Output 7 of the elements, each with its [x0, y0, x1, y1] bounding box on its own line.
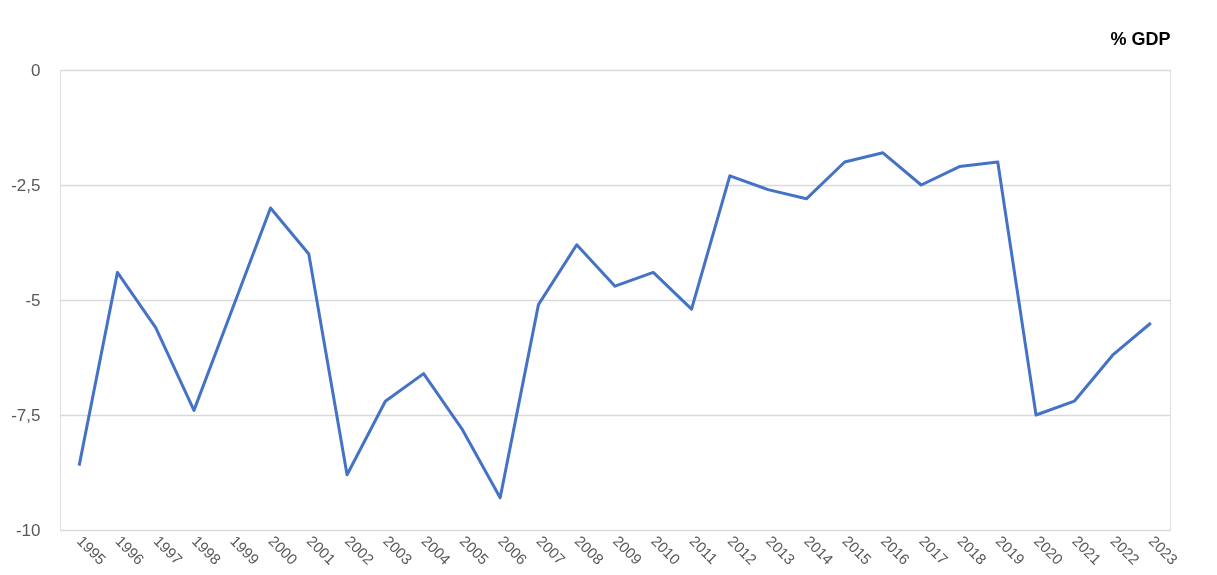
- y-tick-label: -5: [25, 290, 41, 310]
- line-series: [77, 151, 1153, 500]
- y-tick-label: -7,5: [11, 405, 41, 425]
- y-axis-title: % GDP: [1110, 28, 1171, 49]
- y-tick-label: -2,5: [11, 175, 41, 195]
- y-tick-label: -10: [15, 520, 41, 540]
- y-tick-label: 0: [31, 60, 41, 80]
